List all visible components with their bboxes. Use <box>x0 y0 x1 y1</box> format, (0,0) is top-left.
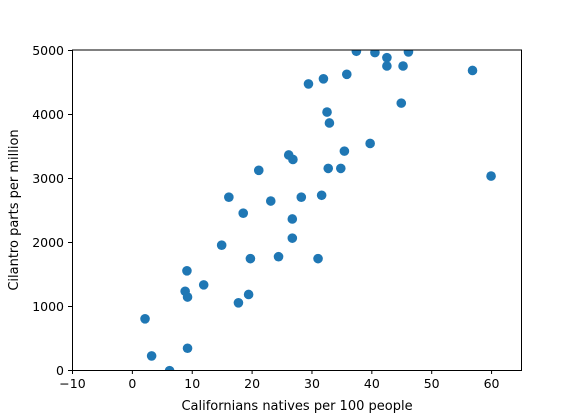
x-tick-label: 10 <box>184 376 200 391</box>
data-point <box>382 52 392 63</box>
data-point <box>287 214 298 224</box>
data-point <box>370 50 380 58</box>
data-point <box>467 65 478 76</box>
data-point <box>336 163 346 174</box>
x-axis: −10 0 10 20 30 40 50 60 <box>59 370 500 391</box>
data-point <box>182 343 193 354</box>
data-point <box>233 298 244 308</box>
data-point <box>365 138 375 149</box>
data-point <box>198 280 209 290</box>
y-tick-label: 4000 <box>32 107 64 122</box>
data-point <box>324 118 335 128</box>
data-point <box>341 69 352 80</box>
data-point <box>398 61 408 71</box>
data-point <box>313 253 323 264</box>
data-point <box>245 253 256 264</box>
data-point <box>316 190 327 201</box>
y-tick-label: 1000 <box>32 299 64 314</box>
data-point <box>403 50 414 57</box>
x-tick-label: 60 <box>484 376 500 391</box>
data-point <box>273 251 284 262</box>
data-point <box>243 289 254 300</box>
y-axis-label: Cilantro parts per million <box>7 129 22 290</box>
y-tick-label: 0 <box>56 363 64 378</box>
data-point <box>140 314 150 324</box>
data-point <box>164 365 175 370</box>
data-point <box>253 165 264 176</box>
data-point <box>339 146 350 156</box>
data-point <box>303 79 314 89</box>
data-point <box>318 74 329 84</box>
plot-frame <box>72 49 522 371</box>
x-tick-label: 50 <box>424 376 440 391</box>
data-point <box>323 163 334 174</box>
x-axis-label: Californians natives per 100 people <box>181 399 412 414</box>
data-point <box>296 192 307 202</box>
data-point <box>351 50 362 57</box>
data-point <box>396 98 407 108</box>
y-tick-label: 2000 <box>32 235 64 250</box>
data-point <box>216 240 227 250</box>
data-point <box>382 61 392 71</box>
y-axis: 0 1000 2000 3000 4000 5000 <box>32 43 72 378</box>
x-tick-label: 0 <box>128 376 136 391</box>
data-point <box>238 208 249 218</box>
data-point <box>486 171 496 181</box>
x-tick-label: −10 <box>59 376 85 391</box>
data-point <box>287 233 298 243</box>
data-point <box>146 351 157 361</box>
y-tick-label: 5000 <box>32 43 64 58</box>
x-tick-label: 20 <box>244 376 260 391</box>
data-point <box>182 266 192 276</box>
data-point <box>288 154 298 165</box>
y-tick-label: 3000 <box>32 171 64 186</box>
data-point <box>265 196 276 206</box>
data-points <box>140 50 496 370</box>
data-point <box>224 192 234 202</box>
x-tick-label: 40 <box>364 376 380 391</box>
data-point <box>322 107 332 117</box>
x-tick-label: 30 <box>304 376 320 391</box>
data-point <box>182 292 193 302</box>
